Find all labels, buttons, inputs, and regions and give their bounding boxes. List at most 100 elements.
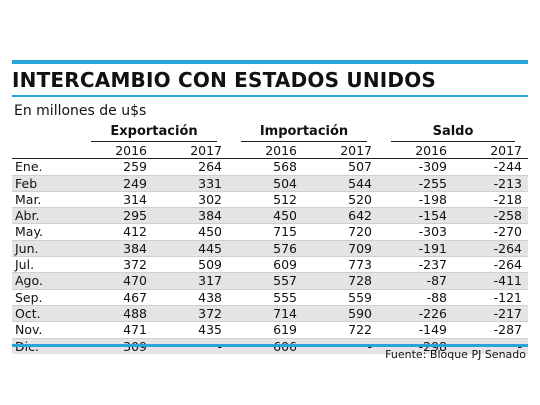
value-cell-exp2017: 384 [153,207,228,225]
value-cell-exp2016: 295 [78,207,153,225]
month-cell: Mar. [12,191,78,209]
table-row: Jun. 384 445 576 709 -191 -264 [12,240,528,258]
value-cell-sal2017: -244 [453,158,528,176]
value-cell-sal2016: -237 [378,256,453,274]
trade-table: 2016 2017 2016 2017 2016 2017 Ene. 259 264… [12,143,528,354]
value-cell-sal2016: -309 [378,158,453,176]
value-cell-sal2017: -258 [453,207,528,225]
value-cell-imp2017: 722 [303,321,378,339]
value-cell-exp2017: 450 [153,223,228,241]
table-row: Abr. 295 384 450 642 -154 -258 [12,207,528,225]
value-cell-exp2017: 264 [153,158,228,176]
table-row: Jul. 372 509 609 773 -237 -264 [12,256,528,274]
value-cell-sal2017: -264 [453,256,528,274]
month-cell: Sep. [12,289,78,306]
group-header-exportacion: Exportación [110,124,198,139]
data-table: 2016 2017 2016 2017 2016 2017 Ene. 259 264… [12,143,528,354]
month-cell: Feb [12,175,78,192]
month-cell: Jul. [12,256,78,274]
value-cell-sal2017: -411 [453,272,528,290]
value-cell-exp2017: 372 [153,305,228,323]
value-cell-sal2017: -121 [453,289,528,306]
value-cell-sal2016: -226 [378,305,453,323]
value-cell-imp2016: 576 [228,240,303,258]
table-row: Ene. 259 264 568 507 -309 -244 [12,158,528,176]
value-cell-imp2017: 544 [303,175,378,192]
table-row: Ago. 470 317 557 728 -87 -411 [12,272,528,290]
year-header-imp-2016: 2016 [228,143,303,160]
year-header-sal-2017: 2017 [453,143,528,160]
group-underline-2 [391,141,515,142]
month-cell: Jun. [12,240,78,258]
year-header-exp-2017: 2017 [153,143,228,160]
value-cell-sal2016: -303 [378,223,453,241]
value-cell-sal2016: -149 [378,321,453,339]
value-cell-exp2016: 412 [78,223,153,241]
value-cell-exp2017: 331 [153,175,228,192]
value-cell-sal2017: -218 [453,191,528,209]
value-cell-imp2016: 715 [228,223,303,241]
value-cell-imp2016: 504 [228,175,303,192]
value-cell-exp2016: 249 [78,175,153,192]
value-cell-exp2016: 384 [78,240,153,258]
value-cell-exp2016: 471 [78,321,153,339]
value-cell-exp2016: 372 [78,256,153,274]
group-header-saldo: Saldo [432,124,474,139]
source-note: Fuente: Bloque PJ Senado [385,348,526,361]
month-cell: Abr. [12,207,78,225]
value-cell-exp2016: 470 [78,272,153,290]
value-cell-exp2016: 488 [78,305,153,323]
chart-subtitle: En millones de u$s [14,103,147,119]
table-row: Mar. 314 302 512 520 -198 -218 [12,191,528,209]
value-cell-sal2016: -154 [378,207,453,225]
year-header-exp-2016: 2016 [78,143,153,160]
table-row: Sep. 467 438 555 559 -88 -121 [12,289,528,306]
value-cell-imp2017: 559 [303,289,378,306]
month-header-cell [12,143,78,160]
value-cell-imp2016: 512 [228,191,303,209]
value-cell-sal2017: -217 [453,305,528,323]
value-cell-sal2016: -198 [378,191,453,209]
value-cell-exp2017: 435 [153,321,228,339]
value-cell-imp2016: 450 [228,207,303,225]
value-cell-imp2016: 555 [228,289,303,306]
month-cell: Ene. [12,158,78,176]
value-cell-sal2017: -213 [453,175,528,192]
table-row: May. 412 450 715 720 -303 -270 [12,223,528,241]
year-header-sal-2016: 2016 [378,143,453,160]
value-cell-sal2016: -255 [378,175,453,192]
value-cell-imp2016: 619 [228,321,303,339]
month-cell: Oct. [12,305,78,323]
bottom-accent-rule [12,344,528,347]
value-cell-exp2016: 314 [78,191,153,209]
value-cell-imp2016: 557 [228,272,303,290]
table-row: Oct. 488 372 714 590 -226 -217 [12,305,528,323]
value-cell-imp2017: 590 [303,305,378,323]
month-cell: May. [12,223,78,241]
value-cell-sal2016: -191 [378,240,453,258]
month-cell: Nov. [12,321,78,339]
value-cell-sal2017: -264 [453,240,528,258]
value-cell-imp2016: 609 [228,256,303,274]
value-cell-exp2017: 445 [153,240,228,258]
group-underline-1 [241,141,367,142]
value-cell-imp2017: 728 [303,272,378,290]
table-row: Feb 249 331 504 544 -255 -213 [12,175,528,192]
value-cell-imp2016: 568 [228,158,303,176]
value-cell-imp2017: 709 [303,240,378,258]
table-row: Nov. 471 435 619 722 -149 -287 [12,321,528,339]
value-cell-sal2017: -287 [453,321,528,339]
top-accent-rule [12,60,528,64]
table-body: 2016 2017 2016 2017 2016 2017 Ene. 259 264… [12,143,528,354]
year-header-row: 2016 2017 2016 2017 2016 2017 [12,143,528,160]
value-cell-imp2017: 773 [303,256,378,274]
value-cell-imp2017: 520 [303,191,378,209]
value-cell-sal2016: -87 [378,272,453,290]
value-cell-imp2017: 720 [303,223,378,241]
group-underline-0 [91,141,217,142]
value-cell-exp2016: 259 [78,158,153,176]
group-header-importacion: Importación [259,124,349,139]
value-cell-imp2017: 507 [303,158,378,176]
month-cell: Ago. [12,272,78,290]
